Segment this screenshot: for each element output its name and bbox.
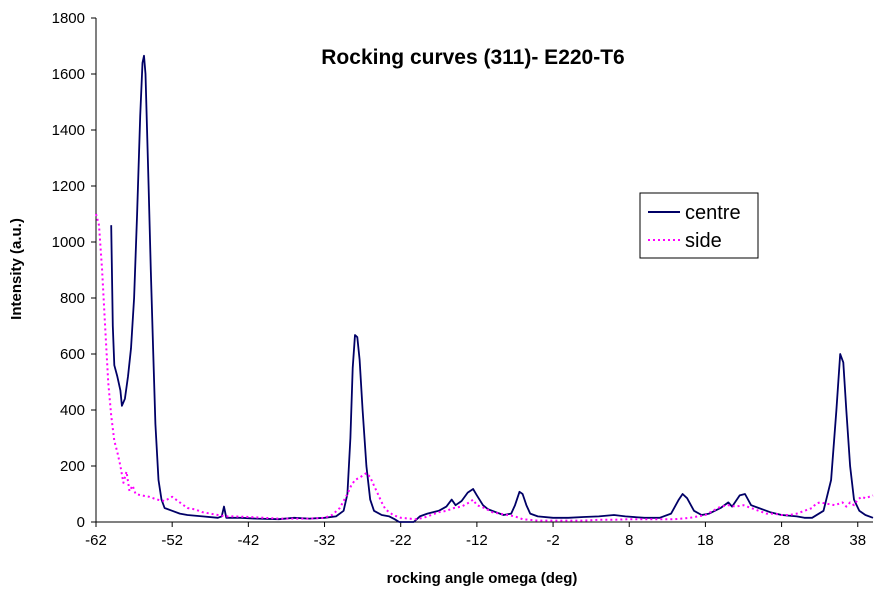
x-axis-ticks: -62 -52 -42 -32 -22 -12 -2 8 18 28 38: [85, 522, 866, 549]
y-axis-title: Intensity (a.u.): [8, 218, 25, 320]
legend: centre side: [639, 192, 759, 259]
x-tick-label: -22: [390, 532, 412, 549]
y-tick-label: 800: [60, 290, 85, 307]
y-tick-label: 0: [77, 514, 85, 531]
y-tick-label: 400: [60, 402, 85, 419]
y-tick-label: 1200: [52, 178, 85, 195]
y-tick-label: 1600: [52, 66, 85, 83]
x-tick-label: 18: [697, 532, 714, 549]
legend-box: [639, 192, 759, 259]
x-tick-label: -12: [466, 532, 488, 549]
x-tick-label: -52: [161, 532, 183, 549]
y-tick-label: 200: [60, 458, 85, 475]
x-tick-label: -2: [546, 532, 559, 549]
chart-title: Rocking curves (311)- E220-T6: [321, 46, 624, 69]
legend-label-centre: centre: [685, 202, 741, 224]
y-tick-label: 1000: [52, 234, 85, 251]
y-axis-ticks: 0 200 400 600 800 1000 1200 1400 1600 1800: [52, 10, 96, 531]
series-line-side: [95, 213, 874, 522]
x-tick-label: -62: [85, 532, 107, 549]
x-tick-label: 38: [849, 532, 866, 549]
series-group: [95, 54, 874, 523]
x-axis-title: rocking angle omega (deg): [387, 570, 578, 587]
x-tick-label: 28: [773, 532, 790, 549]
x-tick-label: 8: [625, 532, 633, 549]
y-tick-label: 600: [60, 346, 85, 363]
legend-label-side: side: [685, 230, 722, 252]
plot-area: -62 -52 -42 -32 -22 -12 -2 8 18 28 38 0 200 400 600 80…: [52, 10, 874, 549]
series-line-centre: [110, 54, 874, 523]
y-tick-label: 1400: [52, 122, 85, 139]
x-tick-label: -42: [238, 532, 260, 549]
x-tick-label: -32: [314, 532, 336, 549]
y-tick-label: 1800: [52, 10, 85, 27]
